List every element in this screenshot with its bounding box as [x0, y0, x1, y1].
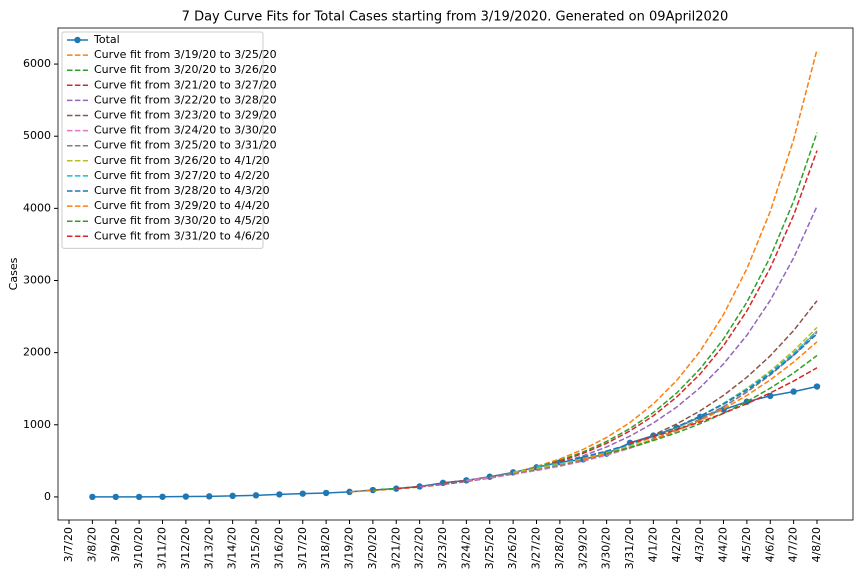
- x-tick-label: 3/21/20: [389, 527, 402, 569]
- data-point: [276, 491, 283, 498]
- series-line: [372, 132, 818, 491]
- legend: Total Curve fit from 3/19/20 to 3/25/20 Cu…: [61, 31, 277, 249]
- axes-frame: [57, 27, 854, 521]
- legend-label: Curve fit from 3/30/20 to 4/5/20: [94, 214, 270, 227]
- x-tick-label: 3/20/20: [366, 527, 379, 569]
- data-point: [813, 383, 821, 390]
- data-point: [135, 493, 143, 501]
- x-tick-label: 3/28/20: [553, 527, 566, 569]
- x-tick-label: 3/10/20: [132, 527, 145, 569]
- plot-area: [89, 49, 821, 501]
- data-point: [159, 493, 166, 500]
- x-tick-label: 3/30/20: [600, 527, 613, 569]
- x-tick-label: 4/7/20: [787, 527, 800, 562]
- data-point: [206, 493, 213, 500]
- series-line: [606, 354, 818, 455]
- x-tick-label: 4/4/20: [717, 527, 730, 562]
- legend-label: Curve fit from 3/28/20 to 4/3/20: [94, 184, 270, 197]
- x-tick-label: 3/7/20: [62, 527, 75, 562]
- y-tick-label: 0: [44, 490, 51, 503]
- x-tick-label: 3/16/20: [272, 527, 285, 569]
- legend-label: Curve fit from 3/22/20 to 3/28/20: [94, 93, 277, 106]
- legend-label: Total: [93, 33, 120, 46]
- series-line: [559, 333, 818, 464]
- data-point: [252, 492, 260, 499]
- data-point: [89, 493, 96, 501]
- legend-label: Curve fit from 3/29/20 to 4/4/20: [94, 199, 270, 212]
- y-tick-label: 5000: [23, 129, 51, 142]
- series-line: [419, 205, 818, 488]
- x-tick-label: 4/1/20: [646, 527, 659, 562]
- x-tick-label: 3/13/20: [202, 527, 215, 569]
- x-tick-label: 3/17/20: [296, 527, 309, 569]
- series-line: [396, 150, 818, 490]
- legend-label: Curve fit from 3/31/20 to 4/6/20: [94, 229, 270, 242]
- x-tick-label: 3/25/20: [483, 527, 496, 569]
- legend-label: Curve fit from 3/23/20 to 3/29/20: [94, 109, 277, 122]
- y-tick-label: 4000: [23, 201, 51, 214]
- data-point: [369, 486, 377, 494]
- y-axis-label: Cases: [7, 257, 20, 290]
- x-tick-label: 3/15/20: [249, 527, 262, 569]
- x-tick-label: 4/3/20: [693, 527, 706, 562]
- data-point: [229, 492, 236, 500]
- legend-box: [61, 31, 264, 249]
- data-point: [322, 489, 330, 497]
- y-tick-label: 1000: [23, 418, 51, 431]
- x-tick-label: 3/29/20: [576, 527, 589, 569]
- legend-label: Curve fit from 3/21/20 to 3/27/20: [94, 78, 277, 91]
- x-tick-label: 3/26/20: [506, 527, 519, 569]
- x-tick-label: 4/8/20: [810, 527, 823, 562]
- legend-label: Curve fit from 3/26/20 to 4/1/20: [94, 154, 270, 167]
- data-point: [416, 483, 423, 490]
- series-line: [513, 326, 818, 474]
- y-tick-label: 2000: [23, 346, 51, 359]
- data-point: [299, 490, 306, 497]
- x-tick-label: 3/22/20: [413, 527, 426, 569]
- series-line: [466, 330, 818, 482]
- data-point: [790, 388, 797, 395]
- x-tick-label: 3/27/20: [530, 527, 543, 569]
- x-tick-label: 3/24/20: [459, 527, 472, 569]
- x-tick-label: 3/9/20: [109, 527, 122, 562]
- legend-label: Curve fit from 3/27/20 to 4/2/20: [94, 169, 270, 182]
- legend-label: Curve fit from 3/25/20 to 3/31/20: [94, 139, 277, 152]
- x-tick-label: 4/2/20: [670, 527, 683, 562]
- legend-label: Curve fit from 3/19/20 to 3/25/20: [94, 48, 277, 61]
- x-tick-label: 3/19/20: [343, 527, 356, 569]
- x-tick-label: 3/12/20: [179, 527, 192, 569]
- y-tick-label: 3000: [23, 273, 51, 286]
- x-tick-label: 3/23/20: [436, 527, 449, 569]
- chart-title: 7 Day Curve Fits for Total Cases startin…: [182, 10, 729, 25]
- data-point: [112, 493, 119, 501]
- series-line: [629, 367, 818, 444]
- legend-marker: [74, 36, 81, 44]
- series-line: [583, 341, 818, 461]
- x-tick-label: 3/11/20: [156, 527, 169, 569]
- legend-label: Curve fit from 3/20/20 to 3/26/20: [94, 63, 277, 76]
- x-tick-label: 4/6/20: [763, 527, 776, 562]
- x-tick-label: 3/8/20: [85, 527, 98, 562]
- x-tick-label: 3/31/20: [623, 527, 636, 569]
- data-point: [182, 493, 190, 500]
- series-line: [92, 385, 818, 498]
- x-tick-label: 3/14/20: [226, 527, 239, 569]
- series-line: [442, 300, 818, 484]
- y-tick-label: 6000: [23, 57, 51, 70]
- x-tick-label: 3/18/20: [319, 527, 332, 569]
- series-line: [349, 49, 818, 493]
- x-tick-label: 4/5/20: [740, 527, 753, 562]
- legend-label: Curve fit from 3/24/20 to 3/30/20: [94, 124, 277, 137]
- series-line: [489, 331, 818, 478]
